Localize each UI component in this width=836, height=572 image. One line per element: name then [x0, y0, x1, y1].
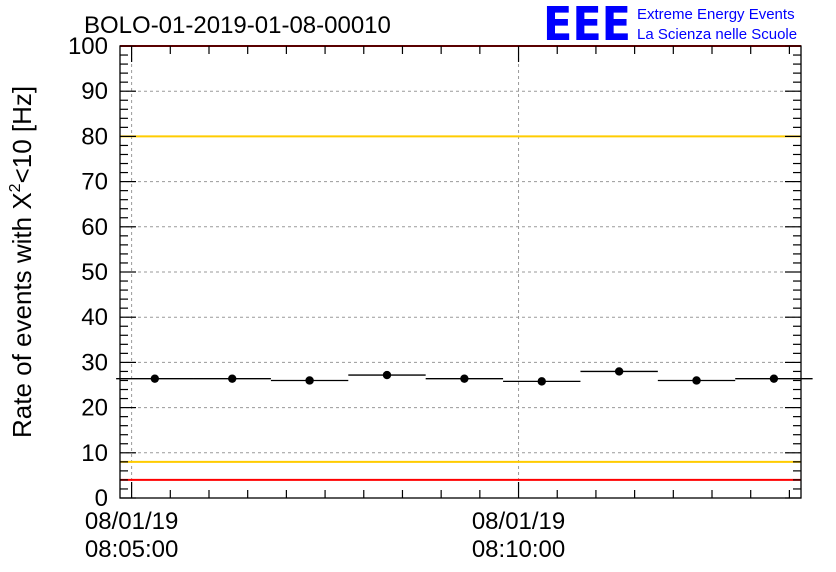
axis-ticks	[120, 45, 801, 499]
point-marker	[228, 374, 237, 383]
y-tick-label: 20	[81, 395, 108, 422]
eee-logo-mark: EEE	[543, 0, 631, 51]
point-marker	[150, 374, 160, 383]
y-tick-label: 90	[81, 78, 108, 105]
y-tick-label: 0	[95, 485, 108, 512]
point-marker	[769, 374, 779, 383]
x-tick-label-date: 08/01/19	[472, 508, 565, 535]
data-point	[348, 370, 426, 380]
eee-logo: EEE Extreme Energy Events La Scienza nel…	[543, 0, 797, 51]
x-tick-label-time: 08:10:00	[472, 536, 565, 563]
data-point	[116, 374, 194, 383]
y-axis-label: Rate of events with X2<10 [Hz]	[7, 86, 37, 438]
y-tick-label: 80	[81, 123, 108, 150]
y-tick-label: 60	[81, 214, 108, 241]
y-tick-label: 50	[81, 259, 108, 286]
chart-title: BOLO-01-2019-01-08-00010	[84, 12, 391, 39]
x-tick-label-time: 08:05:00	[85, 536, 178, 563]
data-point	[425, 374, 504, 383]
point-marker	[537, 377, 546, 386]
y-tick-label: 40	[81, 304, 108, 331]
data-point	[193, 374, 271, 383]
point-marker	[382, 370, 392, 380]
point-marker	[305, 376, 314, 385]
data-point	[657, 376, 736, 385]
data-point	[270, 376, 349, 385]
logo-line-2: La Scienza nelle Scuole	[637, 26, 797, 43]
grid-lines	[120, 46, 801, 498]
y-tick-labels: 0 10 20 30 40 50 60 70 80 90 100	[68, 33, 108, 512]
data-point	[735, 374, 813, 383]
data-point	[580, 367, 658, 376]
logo-line-1: Extreme Energy Events	[637, 6, 795, 23]
data-point	[503, 377, 581, 386]
reference-lines	[120, 45, 801, 481]
y-tick-label: 70	[81, 169, 108, 196]
y-tick-label: 10	[81, 440, 108, 467]
y-tick-label: 100	[68, 33, 108, 60]
y-tick-label: 30	[81, 349, 108, 376]
point-marker	[692, 376, 701, 385]
data-points	[116, 367, 813, 386]
point-marker	[614, 367, 624, 376]
point-marker	[460, 374, 469, 383]
x-tick-label-date: 08/01/19	[85, 508, 178, 535]
